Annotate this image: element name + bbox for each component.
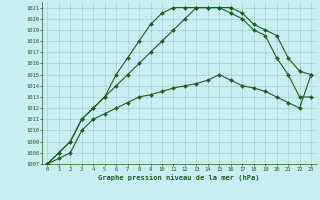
X-axis label: Graphe pression niveau de la mer (hPa): Graphe pression niveau de la mer (hPa) [99,174,260,181]
